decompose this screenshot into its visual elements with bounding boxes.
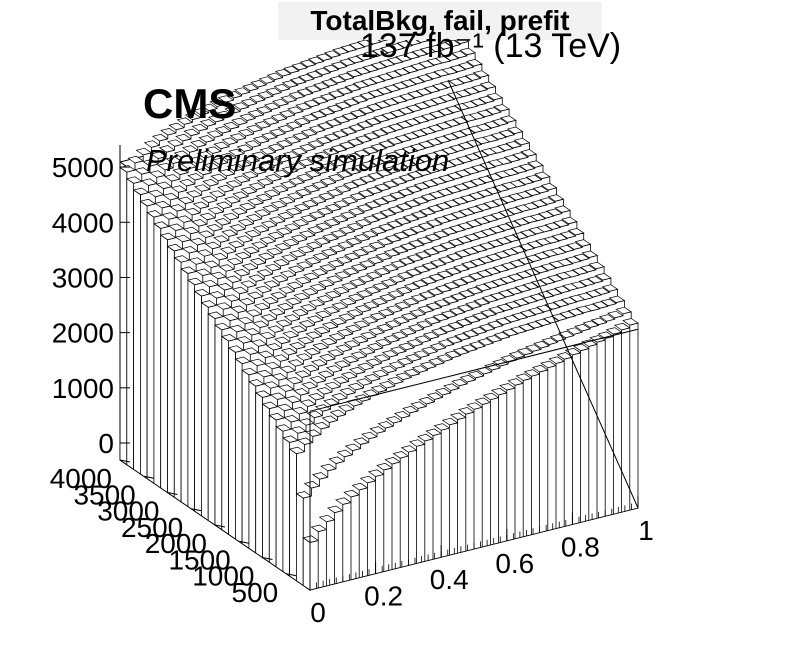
z-axis: 0 1000 2000 3000 4000 5000	[52, 145, 130, 459]
frame	[309, 79, 639, 590]
y-tick	[191, 508, 202, 512]
x-tick-label: 0	[310, 597, 326, 628]
slice-side-face	[262, 403, 270, 563]
z-tick-label: 1000	[52, 373, 114, 404]
slice-side-face	[302, 537, 311, 591]
slice-side-face	[282, 437, 291, 577]
slice-side-face	[153, 223, 162, 489]
lumi-label: 137 fb⁻¹ (13 TeV)	[360, 27, 622, 65]
slice-side-face	[187, 279, 196, 512]
slice-side-face	[221, 335, 230, 536]
slice-side-face	[234, 358, 243, 545]
y-tick-label: 4000	[50, 463, 112, 494]
slice-side-face	[146, 211, 155, 484]
z-tick-label: 5000	[52, 152, 114, 183]
z-tick-label: 4000	[52, 207, 114, 238]
slice-side-face	[194, 290, 202, 517]
slice-side-face	[255, 392, 263, 559]
slice-side-face	[289, 448, 297, 582]
slice-side-face	[275, 425, 284, 573]
slice-side-face	[214, 324, 223, 531]
frame-edge	[309, 328, 639, 412]
x-axis: 0 0.2 0.4 0.6 0.8 1	[309, 496, 654, 628]
y-tick	[262, 557, 273, 560]
y-tick	[119, 459, 131, 463]
slice-side-face	[119, 166, 128, 466]
slice-side-face	[180, 268, 189, 508]
slice-side-face	[173, 256, 182, 503]
slice-side-face	[207, 313, 216, 526]
preliminary-label: Preliminary simulation	[146, 143, 450, 178]
slice-side-face	[133, 189, 141, 475]
y-tick-label: 500	[232, 577, 279, 608]
z-tick-label: 2000	[52, 318, 114, 349]
x-tick-label: 0.2	[364, 581, 403, 612]
y-tick-label: 3500	[73, 479, 135, 510]
y-tick	[143, 475, 154, 479]
cms-label: CMS	[143, 80, 237, 127]
slice-side-face	[228, 347, 236, 540]
slice-side-face	[248, 380, 257, 554]
slice-side-face	[295, 492, 304, 587]
slice-side-face	[200, 301, 209, 522]
title-box	[278, 2, 602, 40]
y-tick-label: 1000	[192, 561, 254, 592]
x-tick-label: 1	[638, 515, 654, 546]
y-tick-label: 2000	[145, 528, 207, 559]
y-tick	[238, 540, 249, 544]
slice-side-face	[268, 414, 277, 568]
plot-title: TotalBkg, fail, prefit	[310, 5, 570, 36]
slice-side-face	[167, 245, 175, 498]
x-tick-label: 0.4	[430, 564, 469, 595]
z-tick-label: 0	[98, 428, 114, 459]
slice-side-face	[139, 200, 148, 480]
z-tick-label: 3000	[52, 262, 114, 293]
y-tick	[167, 492, 178, 495]
x-tick-label: 0.6	[495, 548, 534, 579]
y-tick-label: 3000	[97, 496, 159, 527]
lego-surface	[119, 13, 639, 591]
x-tick-label: 0.8	[561, 531, 600, 562]
y-tick	[214, 524, 226, 528]
slice-side-face	[160, 234, 168, 494]
frame-edge	[447, 79, 639, 509]
y-tick-label: 1500	[168, 544, 230, 575]
y-tick-label: 2500	[121, 512, 183, 543]
slice-side-face	[241, 369, 250, 549]
y-tick	[286, 573, 297, 577]
